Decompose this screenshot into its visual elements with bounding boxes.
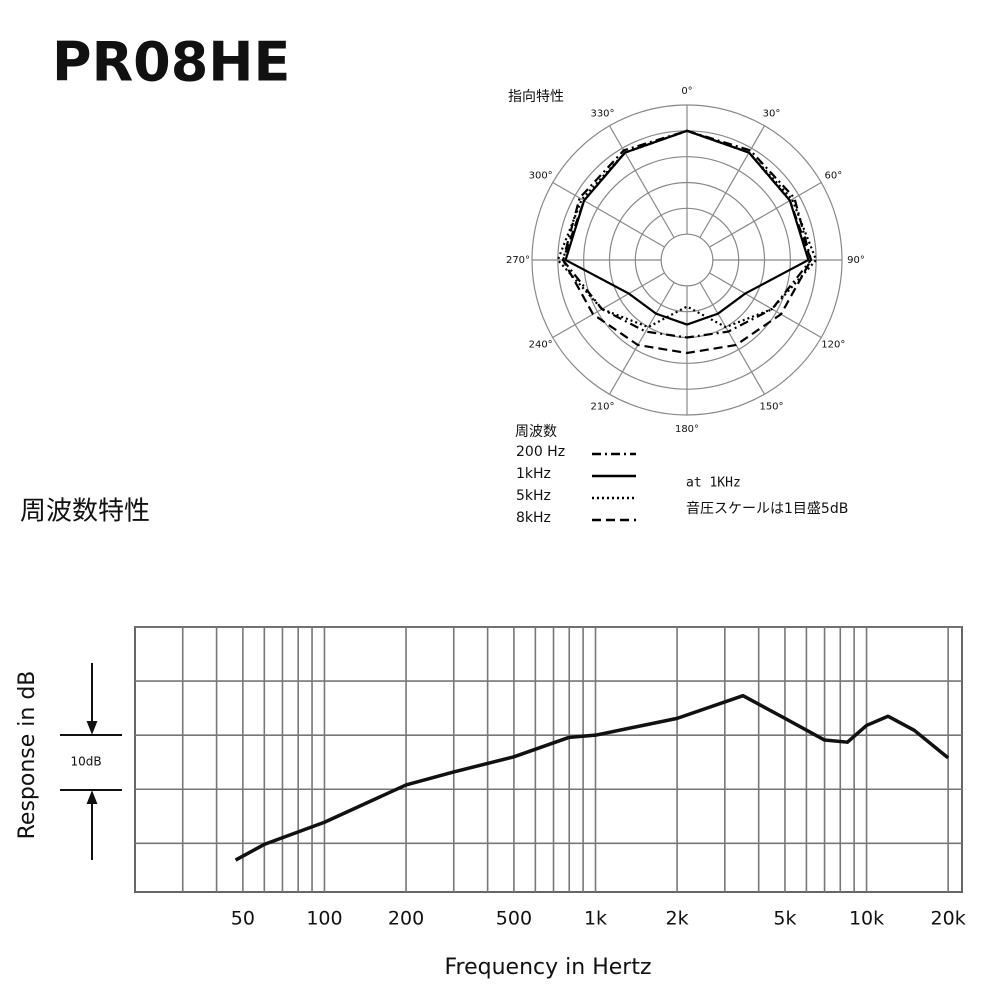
polar-line xyxy=(561,129,813,339)
x-tick-label: 500 xyxy=(496,908,532,930)
legend-label: 8kHz xyxy=(516,510,551,526)
legend-title: 周波数 xyxy=(515,424,557,440)
note: at 1KHz xyxy=(686,476,741,491)
polar-ring xyxy=(660,233,714,287)
response-line xyxy=(234,693,950,862)
scale-label: 10dB xyxy=(70,755,101,769)
x-tick-label: 2k xyxy=(666,908,689,930)
legend-label: 200 Hz xyxy=(516,444,565,460)
x-tick-label: 5k xyxy=(773,908,796,930)
angle-label: 330° xyxy=(590,109,614,120)
angle-label: 180° xyxy=(675,424,699,435)
plot-frame xyxy=(134,626,963,893)
scale-bar xyxy=(60,663,122,860)
angle-label: 0° xyxy=(681,86,692,97)
angle-label: 60° xyxy=(824,171,842,182)
polar-spoke xyxy=(709,181,822,248)
angle-label: 120° xyxy=(821,340,845,351)
angle-label: 270° xyxy=(506,255,530,266)
angle-label: 240° xyxy=(529,340,553,351)
angle-label: 30° xyxy=(763,109,781,120)
response-title: 周波数特性 xyxy=(20,497,150,527)
arrow-head xyxy=(86,721,98,735)
polar-title: 指向特性 xyxy=(508,89,564,105)
angle-label: 300° xyxy=(529,171,553,182)
x-tick-label: 1k xyxy=(584,908,607,930)
arrow-head xyxy=(86,790,98,804)
polar-spoke xyxy=(552,272,665,339)
angle-label: 210° xyxy=(590,401,614,412)
product-title: PR08HE xyxy=(52,31,290,94)
polar-spoke xyxy=(608,125,675,238)
x-tick-label: 20k xyxy=(931,908,966,930)
x-tick-label: 200 xyxy=(388,908,424,930)
y-axis-label: Response in dB xyxy=(15,671,40,840)
polar-spoke xyxy=(608,282,675,395)
polar-spoke xyxy=(709,272,822,339)
polar-spoke xyxy=(699,125,766,238)
x-tick-label: 100 xyxy=(306,908,342,930)
note: 音圧スケールは1目盛5dB xyxy=(686,500,848,517)
polar-line xyxy=(561,129,813,355)
angle-label: 90° xyxy=(847,255,865,266)
x-tick-label: 10k xyxy=(849,908,884,930)
angle-label: 150° xyxy=(759,401,783,412)
legend-label: 1kHz xyxy=(516,466,551,482)
polar-spoke xyxy=(552,181,665,248)
polar-spoke xyxy=(699,282,766,395)
x-axis-label: Frequency in Hertz xyxy=(445,955,652,980)
x-tick-label: 50 xyxy=(231,908,255,930)
legend-label: 5kHz xyxy=(516,488,551,504)
